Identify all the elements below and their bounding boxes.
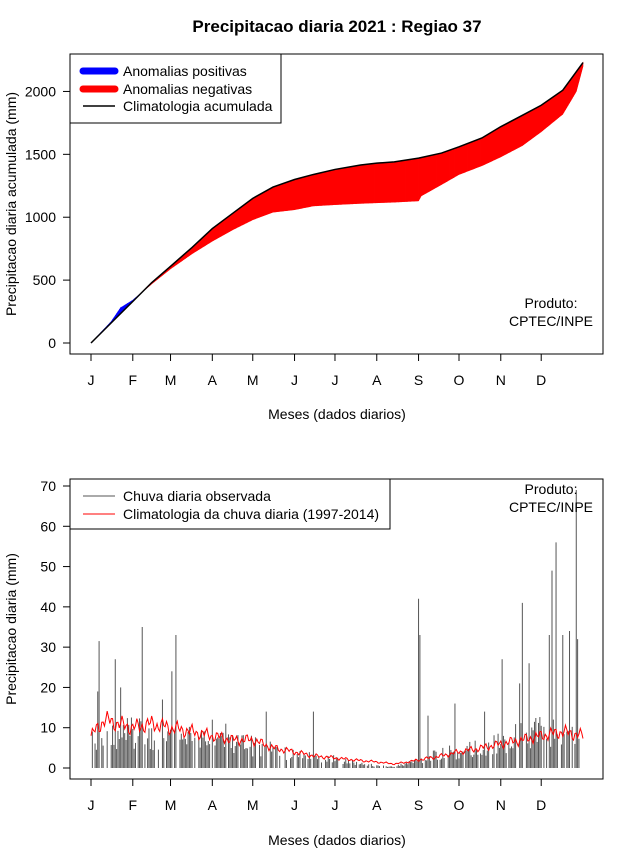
legend-positive-label: Anomalias positivas bbox=[123, 63, 247, 79]
x-tick-label: D bbox=[536, 372, 546, 388]
x-tick-label: M bbox=[247, 372, 259, 388]
legend-daily-climatology-label: Climatologia da chuva diaria (1997-2014) bbox=[123, 506, 379, 522]
y-tick-label: 1000 bbox=[25, 209, 56, 225]
legend-climatology-label: Climatologia acumulada bbox=[123, 98, 273, 114]
x-tick-label: J bbox=[331, 797, 338, 813]
accumulated-panel: 0 500 1000 1500 2000 J F M A M J J A S O N D Precipitac… bbox=[3, 53, 604, 422]
x-tick-label: A bbox=[372, 797, 382, 813]
x-tick-label: A bbox=[208, 372, 218, 388]
credit-line-1-bottom: Produto: bbox=[525, 481, 578, 497]
x-tick-label: J bbox=[291, 797, 298, 813]
y-tick-label: 0 bbox=[48, 335, 56, 351]
x-tick-label: S bbox=[414, 372, 423, 388]
credit-line-1: Produto: bbox=[525, 295, 578, 311]
x-tick-label: M bbox=[165, 797, 177, 813]
y-tick-label: 50 bbox=[40, 559, 56, 575]
credit-line-2-bottom: CPTEC/INPE bbox=[509, 499, 593, 515]
daily-climatology-line bbox=[90, 710, 584, 766]
y-tick-label: 500 bbox=[33, 272, 57, 288]
credit-line-2: CPTEC/INPE bbox=[509, 313, 593, 329]
x-tick-label: A bbox=[372, 372, 382, 388]
x-tick-label: D bbox=[536, 797, 546, 813]
daily-y-axis: 0 10 20 30 40 50 60 70 bbox=[40, 478, 71, 776]
x-tick-label: N bbox=[496, 797, 506, 813]
y-tick-label: 1500 bbox=[25, 146, 56, 162]
x-tick-label: J bbox=[88, 372, 95, 388]
climatology-accumulated-line bbox=[90, 62, 584, 344]
daily-y-label: Precipitacao diaria (mm) bbox=[3, 553, 19, 705]
x-tick-label: M bbox=[247, 797, 259, 813]
x-tick-label: A bbox=[208, 797, 218, 813]
y-tick-label: 70 bbox=[40, 478, 56, 494]
chart-title: Precipitacao diaria 2021 : Regiao 37 bbox=[192, 17, 481, 36]
x-tick-label: O bbox=[454, 372, 465, 388]
y-tick-label: 10 bbox=[40, 720, 56, 736]
accumulated-x-label: Meses (dados diarios) bbox=[268, 406, 406, 422]
x-tick-label: J bbox=[291, 372, 298, 388]
x-tick-label: M bbox=[165, 372, 177, 388]
accumulated-y-label: Precipitacao diaria acumulada (mm) bbox=[3, 92, 19, 316]
y-tick-label: 30 bbox=[40, 639, 56, 655]
y-tick-label: 40 bbox=[40, 599, 56, 615]
legend-observed-label: Chuva diaria observada bbox=[123, 488, 271, 504]
y-tick-label: 2000 bbox=[25, 83, 56, 99]
x-tick-label: J bbox=[88, 797, 95, 813]
accumulated-y-axis: 0 500 1000 1500 2000 bbox=[25, 83, 71, 351]
x-tick-label: O bbox=[454, 797, 465, 813]
y-tick-label: 60 bbox=[40, 518, 56, 534]
x-tick-label: F bbox=[129, 797, 138, 813]
daily-legend: Chuva diaria observada Climatologia da c… bbox=[69, 478, 391, 530]
y-tick-label: 0 bbox=[48, 760, 56, 776]
daily-panel: 0 10 20 30 40 50 60 70 J F M A M J J A S O N D Precipitaca… bbox=[3, 478, 604, 848]
legend-negative-label: Anomalias negativas bbox=[123, 81, 252, 97]
accumulated-legend: Anomalias positivas Anomalias negativas … bbox=[69, 53, 282, 124]
daily-x-label: Meses (dados diarios) bbox=[268, 832, 406, 848]
x-tick-label: F bbox=[129, 372, 138, 388]
y-tick-label: 20 bbox=[40, 679, 56, 695]
x-tick-label: J bbox=[331, 372, 338, 388]
x-tick-label: N bbox=[496, 372, 506, 388]
x-tick-label: S bbox=[414, 797, 423, 813]
